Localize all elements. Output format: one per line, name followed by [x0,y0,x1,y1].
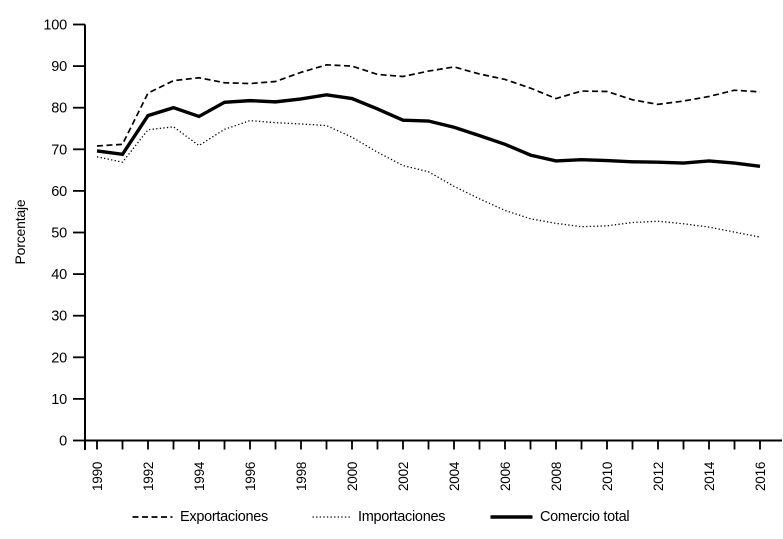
x-tick-label: 2010 [600,462,615,491]
x-tick-label: 2014 [702,461,717,491]
solid-line-sample [490,515,533,519]
legend-item-importaciones: Importaciones [312,508,445,526]
x-tick-label: 2002 [396,462,411,491]
x-tick-label: 1998 [294,462,309,491]
series-line-importaciones [96,119,761,238]
x-axis: 1990 1992 1994 1996 1998 2000 2002 2004 2006 2008… [85,439,782,491]
legend-item-comercio-total: Comercio total [490,508,630,526]
y-tick-label: 10 [51,392,67,408]
x-tick-label: 2012 [651,462,666,491]
x-tick-label: 2016 [753,462,768,491]
x-tick-label: 1990 [90,462,105,491]
y-tick-label: 100 [43,18,67,34]
legend-label-comercio-total: Comercio total [540,509,630,525]
y-tick-label: 60 [51,184,67,200]
dashed-line-sample [132,516,173,518]
x-tick-label: 1992 [141,462,156,491]
legend: Exportaciones Importaciones Comercio tot… [0,508,783,530]
y-tick-label: 90 [51,59,67,75]
y-tick-label: 0 [59,434,67,450]
x-tick-label: 1996 [243,462,258,491]
legend-label-importaciones: Importaciones [358,509,446,525]
y-axis-title: Porcentaje [12,199,28,264]
y-tick-label: 80 [51,101,67,117]
x-tick-label: 2004 [447,461,462,491]
y-tick-label: 20 [51,350,67,366]
x-tick-label: 2006 [498,462,513,491]
y-axis: 0 10 20 30 40 50 60 70 80 90 100 Porcentaje [12,18,86,450]
series-line-exportaciones [96,63,761,147]
y-tick-label: 40 [51,267,67,283]
x-tick-label: 2000 [345,462,360,491]
y-tick-label: 70 [51,142,67,158]
y-tick-label: 30 [51,309,67,325]
x-tick-label: 2008 [549,462,564,491]
legend-item-exportaciones: Exportaciones [132,508,268,526]
y-tick-label: 50 [51,226,67,242]
dotted-line-sample [312,516,351,518]
series-line-comercio-total [96,93,761,169]
legend-label-exportaciones: Exportaciones [180,509,268,525]
x-tick-label: 1994 [192,461,207,491]
